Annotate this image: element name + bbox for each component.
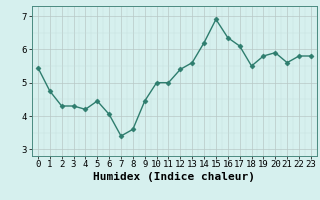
X-axis label: Humidex (Indice chaleur): Humidex (Indice chaleur): [93, 172, 255, 182]
